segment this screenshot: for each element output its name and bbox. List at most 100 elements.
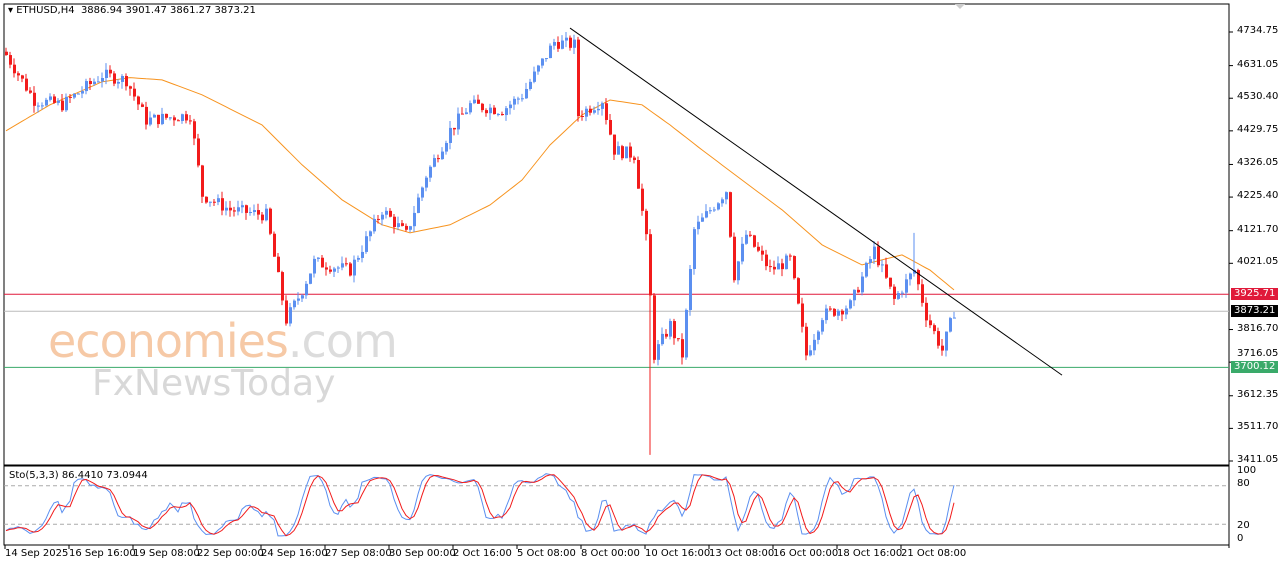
candle-body [9,55,12,65]
candle-body [61,100,64,111]
x-tick-label: 30 Sep 00:00 [389,548,456,559]
candle-body [333,268,336,272]
watermark-fxnewstoday: FxNewsToday [92,363,336,404]
candle-body [949,318,952,332]
candle-body [221,198,224,211]
candle-body [297,298,300,301]
candle-body [213,201,216,203]
watermark-economies: economies.com [48,314,398,368]
candle-body [905,279,908,293]
candle-body [101,78,104,82]
candle-body [425,177,428,188]
x-tick-label: 10 Oct 16:00 [645,548,711,559]
candle-body [597,108,600,111]
candle-body [637,160,640,189]
candle-body [233,210,236,212]
candle-body [153,114,156,118]
candle-body [193,121,196,139]
candle-body [449,127,452,143]
candle-body [49,96,52,100]
moving-average-line [5,77,955,291]
candle-body [833,308,836,316]
y-tick-label: 3716.05 [1237,348,1279,360]
candle-body [289,307,292,324]
candle-body [561,40,564,49]
candle-body [389,210,392,217]
candle-body [841,310,844,315]
candle-body [793,256,796,279]
candle-body [145,106,148,125]
candle-body [309,273,312,284]
candle-body [653,295,656,360]
candle-body [753,235,756,247]
candle-body [465,112,468,115]
ohlc-readout: 3886.94 3901.47 3861.27 3873.21 [80,5,256,16]
candle-body [205,196,208,203]
candle-body [677,338,680,340]
shift-marker-icon [955,4,965,9]
candle-body [341,263,344,268]
candle-body [941,345,944,351]
candle-body [545,58,548,60]
candle-body [789,255,792,257]
candle-body [745,234,748,244]
candle-body [429,166,432,178]
candle-body [897,293,900,299]
candle-body [361,251,364,258]
y-tick-label: 3816.70 [1237,322,1279,334]
candle-body [953,317,956,319]
candle-body [645,210,648,235]
candle-body [373,218,376,232]
candle-body [557,42,560,49]
candle-body [381,214,384,220]
candle-body [493,107,496,115]
x-tick-label: 5 Oct 08:00 [517,548,576,559]
candle-body [57,100,60,103]
candle-body [773,266,776,270]
candle-body [573,39,576,48]
x-tick-label: 27 Sep 08:00 [325,548,392,559]
candle-body [853,289,856,301]
candle-body [77,93,80,95]
candle-body [589,108,592,113]
candle-body [889,277,892,287]
candle-body [617,146,620,155]
x-tick-label: 24 Sep 16:00 [261,548,328,559]
candle-body [553,42,556,46]
candle-body [641,188,644,211]
candle-body [241,205,244,208]
candle-body [805,326,808,356]
y-tick-label: 4429.75 [1237,123,1279,135]
candle-body [393,216,396,227]
candle-body [541,58,544,66]
candle-body [825,308,828,321]
x-tick-label: 21 Oct 08:00 [901,548,967,559]
candle-body [769,266,772,268]
candle-body [581,115,584,117]
candle-body [861,276,864,293]
candle-body [141,104,144,107]
candle-body [733,236,736,281]
x-tick-label: 19 Sep 08:00 [133,548,200,559]
candle-body [137,96,140,105]
candle-body [13,64,16,74]
candle-body [565,37,568,41]
y-tick-label: 4121.70 [1237,223,1279,235]
candle-body [117,81,120,84]
y-tick-label: 4021.05 [1237,256,1279,268]
candle-body [729,192,732,237]
stochastic-level-label: 100 [1237,465,1257,476]
candle-body [281,272,284,301]
candle-body [277,256,280,273]
candle-body [593,110,596,113]
y-tick-label: 4530.40 [1237,91,1279,103]
candle-body [549,45,552,59]
candle-body [845,308,848,315]
candle-body [129,86,132,89]
x-tick-label: 8 Oct 00:00 [581,548,640,559]
stochastic-level-label: 0 [1237,533,1244,544]
candle-body [173,117,176,121]
price-tag: 3873.21 [1231,305,1279,318]
x-tick-label: 18 Oct 16:00 [837,548,903,559]
